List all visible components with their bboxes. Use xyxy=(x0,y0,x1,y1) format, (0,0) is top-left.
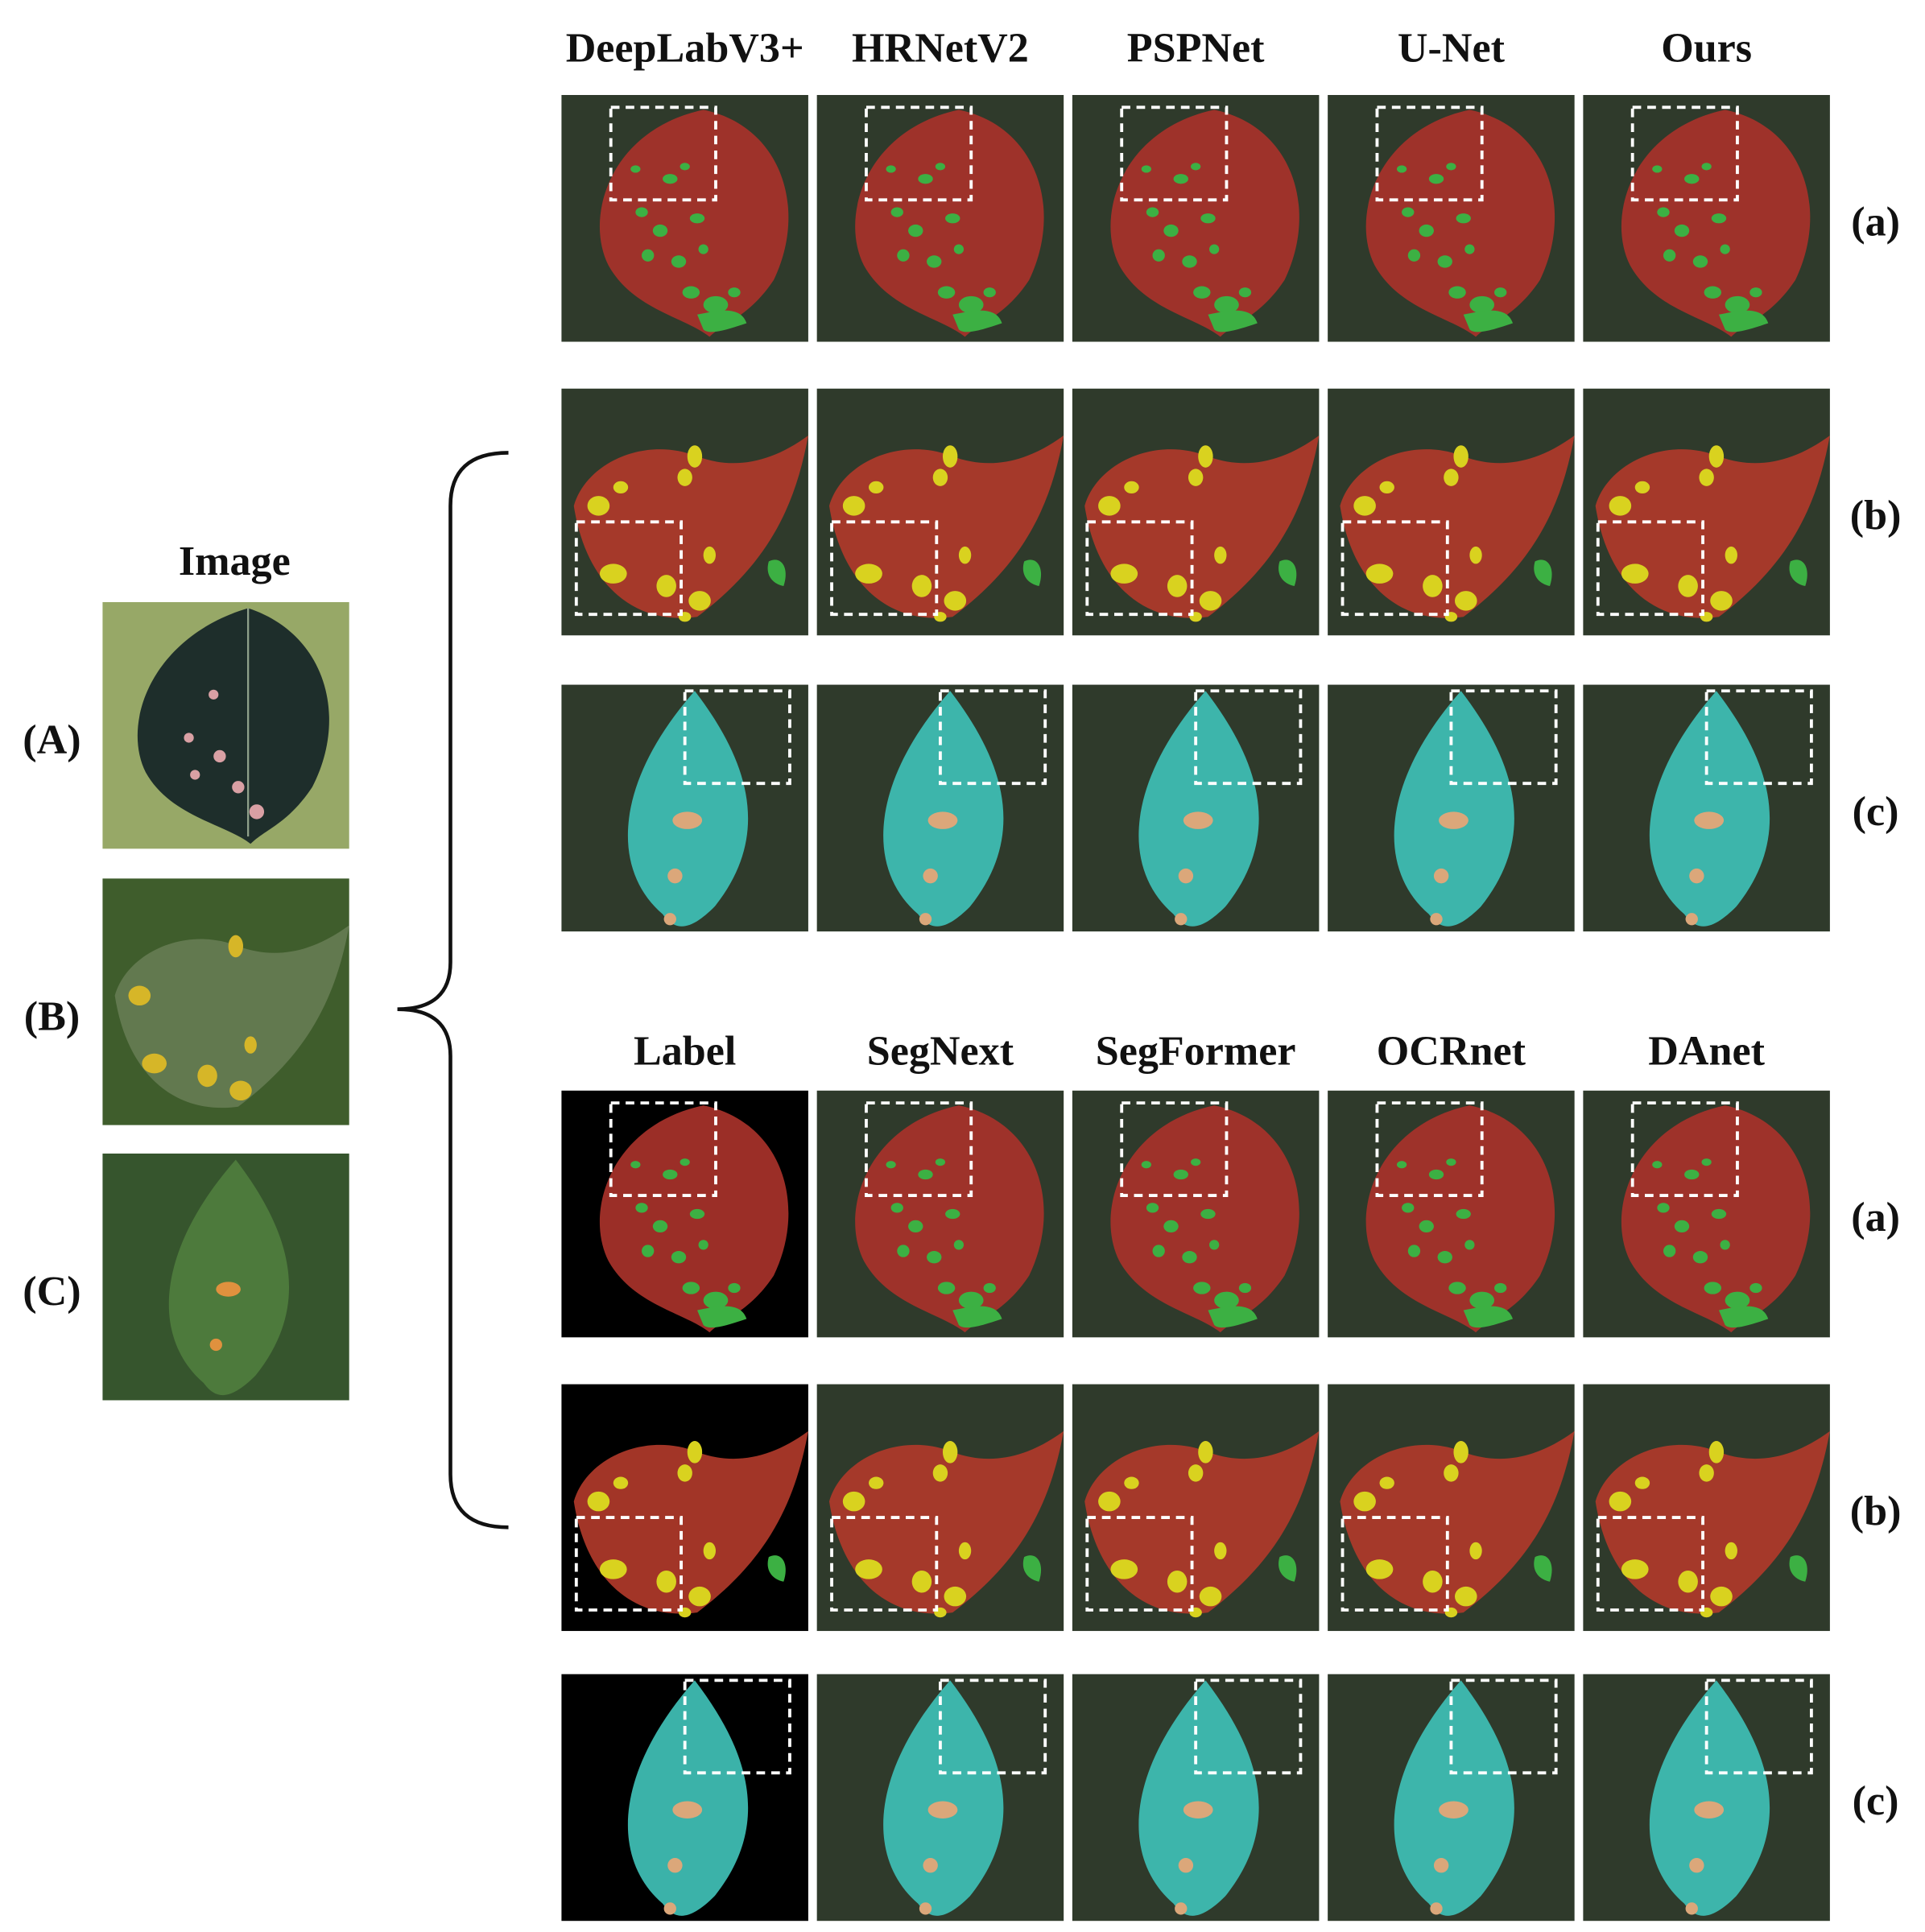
column-title: Image xyxy=(179,539,291,584)
method-header: OCRnet xyxy=(1377,1028,1526,1074)
method-header: Ours xyxy=(1661,25,1752,71)
row-label: (b) xyxy=(1850,1488,1902,1534)
row-label: (B) xyxy=(24,993,80,1039)
method-header: SegFormer xyxy=(1096,1028,1296,1074)
method-header: DeepLabV3+ xyxy=(566,25,804,71)
method-header: U-Net xyxy=(1398,25,1506,71)
row-label: (C) xyxy=(23,1269,81,1315)
method-header: Label xyxy=(634,1028,736,1074)
row-label: (a) xyxy=(1851,199,1900,245)
row-label: (c) xyxy=(1853,789,1899,835)
row-label: (a) xyxy=(1851,1195,1900,1241)
method-header: SegNext xyxy=(867,1028,1014,1074)
brace xyxy=(397,451,509,1530)
input-image xyxy=(102,601,349,849)
row-label: (c) xyxy=(1853,1778,1899,1824)
row-label: (b) xyxy=(1850,493,1902,539)
method-header: HRNetV2 xyxy=(852,25,1029,71)
input-image xyxy=(102,1153,349,1401)
input-image xyxy=(102,878,349,1125)
row-label: (A) xyxy=(23,717,81,763)
method-header: DAnet xyxy=(1648,1028,1765,1074)
method-header: PSPNet xyxy=(1127,25,1265,71)
